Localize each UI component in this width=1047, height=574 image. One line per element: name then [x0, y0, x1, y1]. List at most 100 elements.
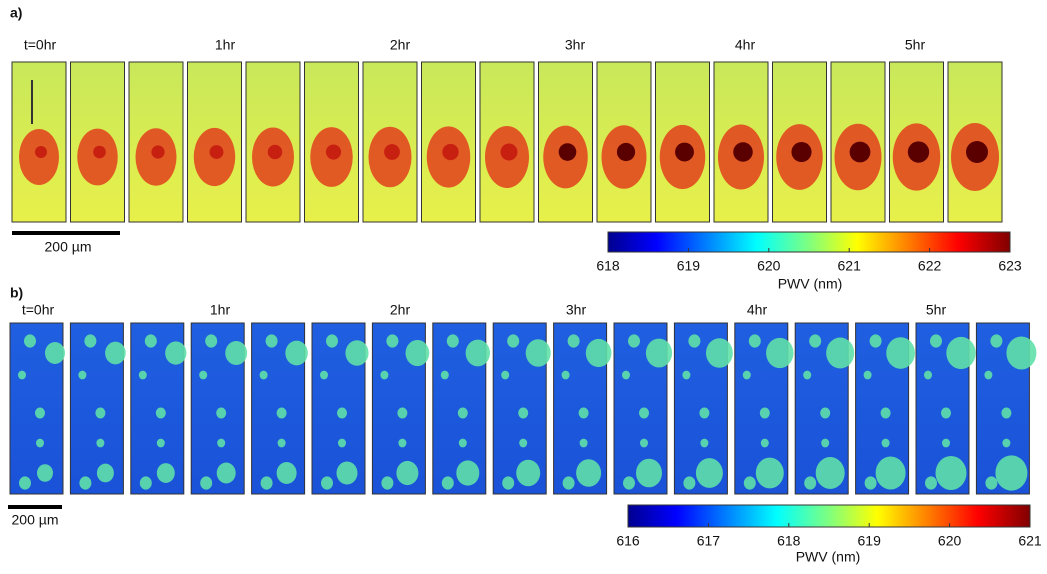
cell-core — [268, 145, 283, 160]
cell — [526, 339, 551, 367]
cell — [568, 334, 580, 347]
cell-core — [850, 142, 871, 163]
cell-core — [791, 142, 811, 162]
cell — [338, 439, 346, 448]
cell — [826, 338, 854, 369]
colorbar-tick-label: 623 — [998, 258, 1022, 274]
time-label: 3hr — [566, 302, 587, 318]
colorbar-tick-label: 618 — [596, 258, 620, 274]
colorbar-tick-label: 619 — [858, 533, 882, 549]
cell — [96, 439, 104, 448]
colorbar-label: PWV (nm) — [778, 276, 843, 292]
cell — [636, 459, 662, 488]
cell — [507, 334, 519, 347]
cell — [886, 337, 915, 369]
cell — [700, 439, 708, 448]
cell — [447, 334, 459, 347]
cell — [942, 439, 950, 448]
cell — [576, 459, 601, 487]
cell — [205, 334, 217, 347]
cell — [682, 371, 690, 380]
cell — [623, 476, 635, 489]
cell — [217, 463, 236, 484]
time-label: 2hr — [390, 37, 411, 53]
cell — [35, 408, 45, 419]
cell — [946, 337, 975, 369]
colorbar-tick-label: 619 — [677, 258, 701, 274]
cell — [261, 476, 273, 489]
cell — [458, 408, 468, 419]
cell — [628, 334, 640, 347]
cell — [225, 341, 247, 365]
cell — [821, 439, 829, 448]
colorbar-tick-label: 621 — [838, 258, 862, 274]
cell — [870, 334, 882, 347]
cell — [744, 476, 756, 489]
cell — [18, 371, 26, 380]
cell — [277, 408, 287, 419]
panel-label: a) — [10, 5, 22, 21]
cell — [84, 334, 96, 347]
cell — [688, 334, 700, 347]
cell — [337, 408, 347, 419]
cell — [579, 408, 589, 419]
cell-core — [559, 143, 577, 161]
cell — [266, 334, 278, 347]
cell — [501, 371, 509, 380]
cell — [804, 476, 816, 489]
cell — [157, 463, 175, 483]
cell — [941, 408, 951, 419]
cell-core — [93, 146, 106, 159]
colorbar-tick-label: 620 — [757, 258, 781, 274]
cell — [200, 476, 212, 489]
cell — [743, 371, 751, 380]
cell-core — [326, 144, 341, 159]
cell — [139, 371, 147, 380]
cell — [95, 408, 105, 419]
cell — [337, 461, 358, 484]
cell — [749, 334, 761, 347]
time-label: t=0hr — [22, 302, 55, 318]
cell — [217, 439, 225, 448]
cell — [563, 476, 575, 489]
cell-core — [675, 143, 694, 162]
cell — [639, 408, 649, 419]
cell — [562, 371, 570, 380]
cell — [398, 439, 406, 448]
cell — [105, 342, 126, 365]
time-label: 3hr — [565, 37, 586, 53]
cell — [406, 340, 430, 366]
cell — [459, 439, 467, 448]
cell — [37, 464, 53, 482]
cell-core — [733, 142, 753, 162]
cell — [78, 371, 86, 380]
cell — [760, 408, 770, 419]
cell — [277, 462, 297, 484]
colorbar-tick-label: 616 — [616, 533, 640, 549]
cell-core — [501, 144, 518, 161]
time-label: 5hr — [905, 37, 926, 53]
cell — [156, 408, 166, 419]
scale-bar-label: 200 µm — [12, 512, 59, 528]
cell — [381, 476, 393, 489]
colorbar-label: PWV (nm) — [796, 549, 861, 565]
cell — [140, 476, 152, 489]
colorbar — [608, 232, 1010, 252]
figure: a)t=0hr1hr2hr3hr4hr5hr200 µm618619620621… — [0, 0, 1047, 569]
cell — [683, 476, 695, 489]
cell — [820, 408, 830, 419]
time-label: 1hr — [215, 37, 236, 53]
colorbar-tick-label: 618 — [777, 533, 801, 549]
cell — [502, 476, 514, 489]
time-label: t=0hr — [24, 37, 57, 53]
cell — [925, 476, 937, 489]
cell — [321, 476, 333, 489]
scale-bar-label: 200 µm — [45, 239, 92, 255]
cell — [864, 371, 872, 380]
colorbar-tick-label: 617 — [697, 533, 721, 549]
cell — [199, 371, 207, 380]
cell — [285, 341, 308, 366]
cell — [809, 334, 821, 347]
cell — [1001, 408, 1011, 419]
cell-core — [442, 144, 458, 160]
